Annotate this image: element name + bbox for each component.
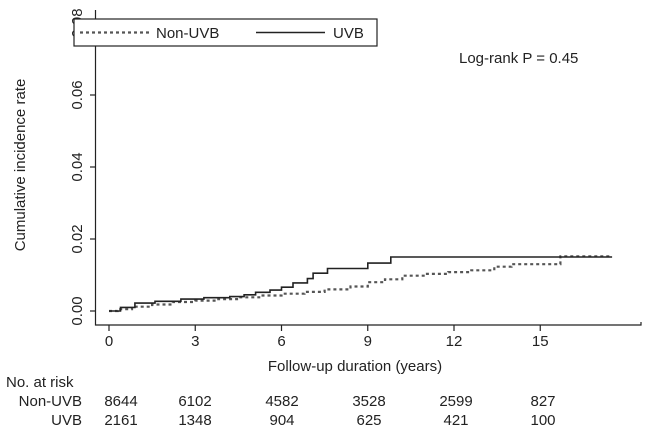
log-rank-annotation: Log-rank P = 0.45 [459,50,578,67]
risk-value: 3528 [352,393,385,410]
y-tick-label: 0.06 [69,80,86,109]
x-tick-label: 6 [277,333,285,350]
legend-box [73,18,378,47]
risk-table: No. at risk Non-UVB UVB 8644 6102 4582 3528… [6,374,556,429]
x-tick-label: 9 [364,333,372,350]
y-tick-label: 0.02 [69,224,86,253]
risk-value: 8644 [104,393,137,410]
legend-label-non-uvb: Non-UVB [156,25,219,42]
y-tick-label: 0.00 [69,296,86,325]
risk-value: 4582 [265,393,298,410]
risk-table-values: 8644 6102 4582 3528 2599 827 2161 1348 904 625 421… [104,393,555,429]
series-line-non-uvb [109,255,613,313]
risk-value: 625 [356,412,381,429]
risk-value: 6102 [178,393,211,410]
risk-value: 1348 [178,412,211,429]
series-line-uvb [109,256,613,312]
legend: Non-UVB UVB [73,18,378,47]
y-axis-label: Cumulative incidence rate [12,79,29,252]
risk-value: 2599 [439,393,472,410]
x-axis-ticks: 0 3 6 9 12 15 [105,325,549,350]
legend-label-uvb: UVB [333,25,364,42]
y-axis-ticks: 0.000.020.040.060.08 [69,8,96,326]
risk-table-header: No. at risk [6,374,74,391]
risk-row-label-non-uvb: Non-UVB [19,393,82,410]
risk-value: 904 [269,412,294,429]
y-tick-label: 0.04 [69,152,86,181]
risk-value: 2161 [104,412,137,429]
x-tick-label: 3 [191,333,199,350]
risk-value: 421 [443,412,468,429]
x-axis-label: Follow-up duration (years) [268,358,442,375]
x-tick-label: 15 [532,333,549,350]
risk-value: 827 [530,393,555,410]
x-tick-label: 0 [105,333,113,350]
series-layer [109,255,613,313]
risk-row-label-uvb: UVB [51,412,82,429]
x-tick-label: 12 [446,333,463,350]
risk-value: 100 [530,412,555,429]
